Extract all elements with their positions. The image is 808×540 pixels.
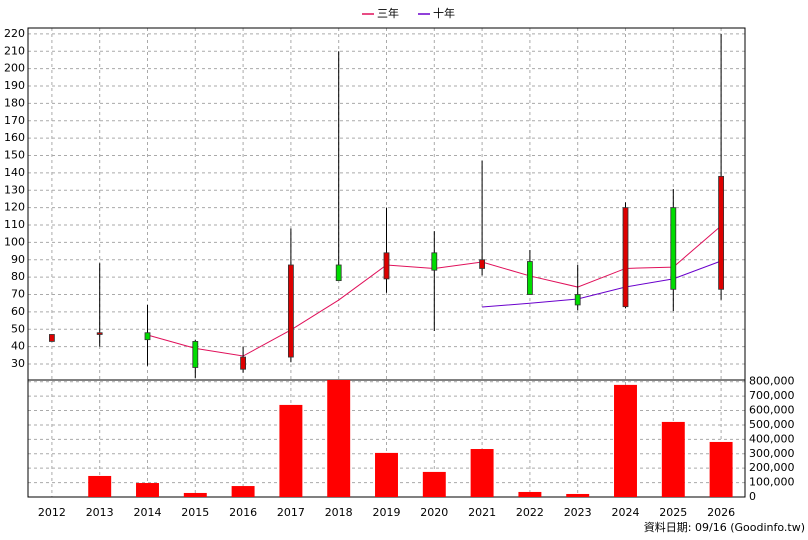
candle-body [718, 175, 724, 290]
y-tick-label: 140 [4, 166, 25, 179]
candle-body [622, 207, 629, 308]
x-tick-label: 2013 [86, 506, 114, 519]
y2-tick-label: 300,000 [749, 447, 795, 460]
candle-body [527, 261, 533, 295]
candle-body [144, 332, 151, 341]
volume-bar [327, 380, 351, 497]
y2-tick-label: 400,000 [749, 432, 795, 445]
volume-bar [422, 471, 446, 497]
x-tick-label: 2019 [373, 506, 401, 519]
y-tick-label: 30 [11, 357, 25, 370]
ma-line [482, 260, 722, 308]
x-tick-label: 2020 [420, 506, 448, 519]
y-tick-label: 220 [4, 27, 25, 40]
x-tick-label: 2024 [612, 506, 640, 519]
volume-bar [566, 493, 590, 497]
volume-bar [375, 452, 398, 497]
y-tick-label: 50 [11, 322, 25, 335]
volume-bar [470, 449, 494, 497]
y-tick-label: 90 [11, 253, 25, 266]
candle-body [49, 334, 55, 342]
y-tick-label: 60 [11, 305, 25, 318]
volume-bar [183, 492, 207, 497]
candle-body [192, 341, 199, 368]
volume-bar [231, 486, 255, 497]
x-tick-label: 2012 [38, 506, 66, 519]
y-tick-label: 160 [4, 131, 25, 144]
volume-bar [614, 384, 637, 497]
candle-body [287, 264, 294, 358]
y-tick-label: 180 [4, 96, 25, 109]
candle-body [335, 264, 342, 282]
y-tick-label: 80 [11, 270, 25, 283]
x-tick-label: 2018 [325, 506, 353, 519]
candle-body [431, 252, 438, 271]
volume-bar [709, 441, 733, 497]
candle-body [240, 356, 247, 370]
y2-tick-label: 600,000 [749, 404, 795, 417]
volume-bar [136, 483, 159, 497]
candle-body [574, 294, 581, 306]
y2-tick-label: 500,000 [749, 418, 795, 431]
y-tick-label: 40 [11, 340, 25, 353]
x-tick-label: 2021 [468, 506, 496, 519]
volume-bar [661, 421, 685, 497]
x-tick-label: 2026 [707, 506, 735, 519]
x-tick-label: 2016 [229, 506, 257, 519]
candle-body [479, 259, 486, 269]
x-tick-label: 2025 [659, 506, 687, 519]
legend-label: 三年 [377, 6, 399, 20]
y-tick-label: 120 [4, 201, 25, 214]
x-tick-label: 2014 [134, 506, 162, 519]
candle-body [670, 207, 677, 290]
volume-bar [279, 404, 303, 497]
legend-label: 十年 [433, 6, 455, 20]
x-tick-label: 2017 [277, 506, 305, 519]
y-tick-label: 100 [4, 235, 25, 248]
volume-bar [518, 491, 542, 497]
candle-body [96, 332, 103, 335]
y2-tick-label: 700,000 [749, 389, 795, 402]
x-tick-label: 2015 [181, 506, 209, 519]
x-tick-label: 2023 [564, 506, 592, 519]
y2-tick-label: 200,000 [749, 461, 795, 474]
y2-tick-label: 0 [749, 490, 756, 503]
volume-bar [88, 475, 112, 497]
y-tick-label: 130 [4, 183, 25, 196]
y-tick-label: 110 [4, 218, 25, 231]
candle-body [383, 252, 390, 280]
y-tick-label: 150 [4, 149, 25, 162]
y-tick-label: 190 [4, 79, 25, 92]
x-tick-label: 2022 [516, 506, 544, 519]
y-tick-label: 70 [11, 288, 25, 301]
y2-tick-label: 800,000 [749, 375, 795, 388]
y2-tick-label: 100,000 [749, 476, 795, 489]
y-tick-label: 210 [4, 44, 25, 57]
y-tick-label: 200 [4, 62, 25, 75]
footer: 資料日期: 09/16 (Goodinfo.tw) [644, 520, 805, 534]
y-tick-label: 170 [4, 114, 25, 127]
